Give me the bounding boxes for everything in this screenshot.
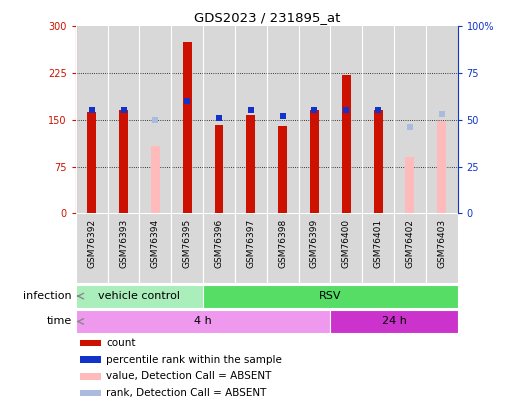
Bar (203, 213, 235, 284)
Bar (310, 111, 319, 213)
Bar (76, 285, 203, 307)
Text: GSM76392: GSM76392 (87, 219, 96, 268)
Bar (405, 157, 414, 213)
Text: vehicle control: vehicle control (98, 291, 180, 301)
Text: 24 h: 24 h (382, 316, 406, 326)
Text: GSM76396: GSM76396 (214, 219, 223, 268)
Bar (76, 213, 108, 284)
Text: GSM76402: GSM76402 (405, 219, 414, 268)
Bar (362, 26, 394, 213)
Bar (172, 213, 203, 284)
Bar (151, 146, 160, 213)
Bar (87, 112, 96, 213)
Bar (373, 111, 382, 213)
Bar (79, 390, 100, 396)
Bar (214, 125, 223, 213)
Text: GSM76397: GSM76397 (246, 219, 255, 268)
Bar (76, 310, 331, 333)
Title: GDS2023 / 231895_at: GDS2023 / 231895_at (194, 11, 340, 24)
Text: GSM76394: GSM76394 (151, 219, 160, 268)
Text: time: time (47, 316, 72, 326)
Bar (172, 26, 203, 213)
Text: GSM76399: GSM76399 (310, 219, 319, 268)
Bar (426, 26, 458, 213)
Text: GSM76393: GSM76393 (119, 219, 128, 268)
Bar (267, 26, 299, 213)
Bar (331, 26, 362, 213)
Text: count: count (106, 338, 136, 348)
Bar (246, 115, 255, 213)
Bar (79, 373, 100, 379)
Text: GSM76395: GSM76395 (183, 219, 192, 268)
Bar (426, 213, 458, 284)
Bar (235, 26, 267, 213)
Bar (342, 75, 351, 213)
Bar (437, 121, 446, 213)
Bar (278, 126, 287, 213)
Bar (76, 26, 108, 213)
Bar (79, 339, 100, 346)
Bar (203, 285, 458, 307)
Bar (299, 26, 331, 213)
Text: RSV: RSV (319, 291, 342, 301)
Bar (119, 111, 128, 213)
Bar (183, 42, 191, 213)
Bar (362, 213, 394, 284)
Bar (267, 213, 299, 284)
Text: rank, Detection Call = ABSENT: rank, Detection Call = ABSENT (106, 388, 267, 398)
Bar (235, 213, 267, 284)
Text: GSM76400: GSM76400 (342, 219, 351, 268)
Bar (203, 26, 235, 213)
Text: 4 h: 4 h (194, 316, 212, 326)
Bar (331, 213, 362, 284)
Bar (108, 213, 140, 284)
Text: infection: infection (24, 291, 72, 301)
Text: GSM76401: GSM76401 (373, 219, 383, 268)
Text: value, Detection Call = ABSENT: value, Detection Call = ABSENT (106, 371, 272, 381)
Bar (394, 213, 426, 284)
Bar (79, 356, 100, 363)
Bar (331, 310, 458, 333)
Text: percentile rank within the sample: percentile rank within the sample (106, 355, 282, 364)
Bar (299, 213, 331, 284)
Text: GSM76398: GSM76398 (278, 219, 287, 268)
Bar (394, 26, 426, 213)
Bar (108, 26, 140, 213)
Bar (140, 26, 172, 213)
Text: GSM76403: GSM76403 (437, 219, 446, 268)
Bar (140, 213, 172, 284)
